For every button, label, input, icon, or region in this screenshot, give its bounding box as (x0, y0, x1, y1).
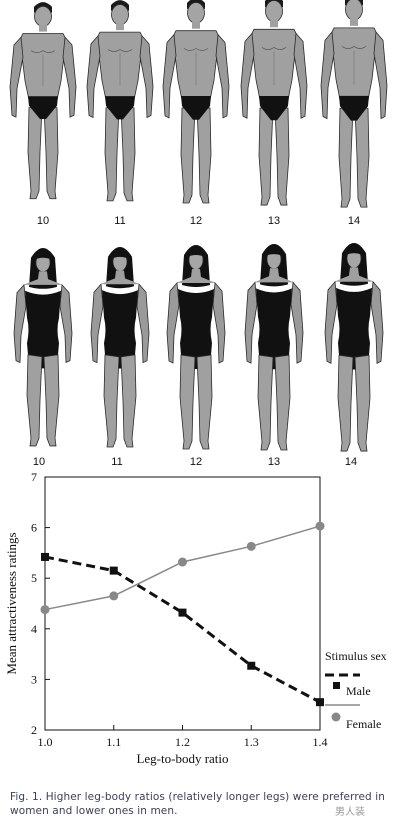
male-label: 11 (114, 215, 125, 227)
male-label: 13 (268, 215, 280, 227)
legend-label-male: Male (346, 684, 371, 698)
data-point-female (40, 605, 50, 615)
y-axis-label: Mean attractiveness ratings (4, 532, 19, 674)
legend-title: Stimulus sex (325, 649, 387, 663)
legend-marker-female (331, 712, 341, 722)
male-figure-labels: 10 11 12 13 14 (37, 215, 360, 227)
attractiveness-line-chart: 2 3 4 5 6 7 1.0 1.1 1.2 1.3 1.4 Leg-to-body ratio Me… (4, 470, 387, 766)
male-figure-14 (320, 0, 388, 208)
female-label: 11 (111, 456, 122, 468)
y-tick-label: 2 (31, 723, 37, 737)
x-tick-label: 1.2 (175, 735, 190, 749)
watermark: 男人装 (335, 807, 365, 818)
female-label: 10 (33, 456, 45, 468)
data-point-male (178, 608, 187, 617)
data-point-male (109, 566, 118, 575)
data-point-female (178, 557, 187, 567)
female-figure-14 (324, 242, 384, 452)
y-tick-label: 6 (31, 521, 37, 535)
figure-caption: Fig. 1. Higher leg-body ratios (relative… (10, 791, 386, 817)
male-figure-11 (86, 0, 154, 202)
female-label: 12 (190, 456, 202, 468)
x-tick-label: 1.4 (313, 735, 328, 749)
data-point-male (247, 661, 256, 670)
female-figure-12 (166, 244, 226, 450)
x-tick-label: 1.0 (38, 735, 53, 749)
female-label: 14 (345, 456, 357, 468)
x-tick-label: 1.1 (106, 735, 121, 749)
y-tick-label: 7 (31, 470, 37, 484)
female-figures-row (13, 242, 384, 452)
male-label: 14 (348, 215, 360, 227)
x-tick-label: 1.3 (244, 735, 259, 749)
female-label: 13 (268, 456, 280, 468)
data-point-male (316, 698, 324, 707)
legend-label-female: Female (346, 717, 381, 731)
data-point-female (109, 591, 119, 601)
female-figure-13 (244, 243, 304, 451)
series-line-male (44, 555, 321, 704)
data-point-male (41, 552, 49, 561)
male-label: 10 (37, 215, 49, 227)
male-figure-13 (240, 0, 308, 206)
data-point-female (315, 521, 325, 531)
female-figure-10 (13, 247, 73, 447)
legend-marker-male (333, 682, 340, 689)
data-point-female (246, 541, 256, 551)
female-figure-11 (90, 246, 150, 448)
y-tick-label: 3 (31, 672, 37, 686)
male-figures-row (9, 0, 388, 208)
male-figure-10 (9, 1, 77, 200)
x-axis-label: Leg-to-body ratio (136, 751, 228, 766)
series-line-female (44, 525, 321, 611)
male-label: 12 (190, 215, 202, 227)
y-tick-label: 4 (31, 622, 37, 636)
female-figure-labels: 10 11 12 13 14 (33, 456, 357, 468)
plot-frame (44, 476, 321, 731)
male-figure-12 (162, 0, 230, 204)
y-tick-label: 5 (31, 571, 37, 585)
